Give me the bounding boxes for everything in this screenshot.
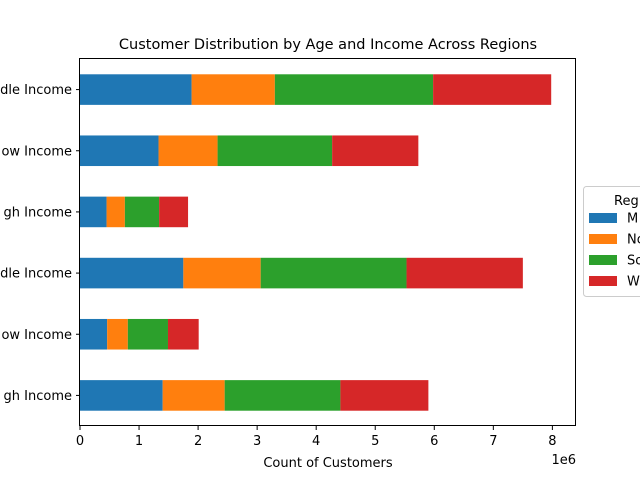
- x-axis-offset-label: 1e6: [551, 453, 576, 468]
- y-tick-label: ow Income: [1, 328, 72, 343]
- bar-4-series-3: [167, 318, 199, 350]
- legend-label-3: W: [627, 275, 640, 290]
- bar-4-series-1: [107, 318, 128, 350]
- bar-4-series-2: [127, 318, 168, 350]
- legend: Reg M No So W: [583, 186, 640, 297]
- bar-1-series-3: [332, 135, 419, 167]
- bar-5-series-2: [224, 380, 341, 411]
- bar-5-series-0: [80, 380, 163, 411]
- legend-swatch-3: [589, 276, 617, 286]
- bar-1-series-1: [158, 135, 218, 167]
- bar-5-series-3: [340, 380, 429, 411]
- bar-0-series-3: [433, 74, 552, 105]
- chart-title: Customer Distribution by Age and Income …: [119, 37, 537, 53]
- legend-swatch-2: [589, 255, 617, 265]
- bar-2-series-0: [80, 196, 107, 228]
- bar-2-series-2: [124, 196, 160, 228]
- legend-swatch-1: [589, 234, 617, 244]
- bar-0-series-0: [80, 74, 192, 105]
- bar-4-series-0: [80, 318, 108, 350]
- y-tick-label: gh Income: [4, 205, 72, 220]
- bar-2-series-1: [106, 196, 125, 228]
- y-axis-ticks: dle Income ow Income gh Income dle Income ow…: [0, 83, 80, 404]
- legend-label-0: M: [627, 212, 638, 227]
- x-tick-label: 6: [430, 434, 438, 449]
- x-axis-label: Count of Customers: [263, 456, 393, 471]
- bar-0-series-2: [274, 74, 434, 105]
- bar-3-series-0: [80, 257, 184, 289]
- x-tick-label: 8: [548, 434, 556, 449]
- x-tick-label: 0: [76, 434, 84, 449]
- x-tick-label: 7: [489, 434, 497, 449]
- bar-1-series-0: [80, 135, 159, 167]
- legend-label-2: So: [627, 254, 640, 269]
- x-tick-label: 4: [312, 434, 320, 449]
- x-axis-ticks: 0 1 2 3 4 5 6 7 8: [76, 426, 557, 449]
- bar-3-series-2: [260, 257, 407, 289]
- y-tick-label: ow Income: [1, 144, 72, 159]
- y-tick-label: dle Income: [0, 267, 72, 282]
- x-tick-label: 3: [253, 434, 261, 449]
- bar-1-series-2: [217, 135, 333, 167]
- legend-swatch-0: [589, 213, 617, 223]
- bar-0-series-1: [191, 74, 275, 105]
- legend-title: Reg: [614, 194, 639, 209]
- plot-frame: [79, 58, 576, 426]
- legend-label-1: No: [627, 233, 640, 248]
- bar-3-series-3: [406, 257, 523, 289]
- y-tick-label: gh Income: [4, 389, 72, 404]
- x-tick-label: 5: [371, 434, 379, 449]
- x-tick-label: 2: [194, 434, 202, 449]
- x-tick-label: 1: [135, 434, 143, 449]
- legend-items: M No So W: [589, 212, 640, 290]
- bar-2-series-3: [159, 196, 189, 228]
- bar-5-series-1: [162, 380, 225, 411]
- bar-3-series-1: [183, 257, 261, 289]
- y-tick-label: dle Income: [0, 83, 72, 98]
- bars-group: [80, 74, 552, 411]
